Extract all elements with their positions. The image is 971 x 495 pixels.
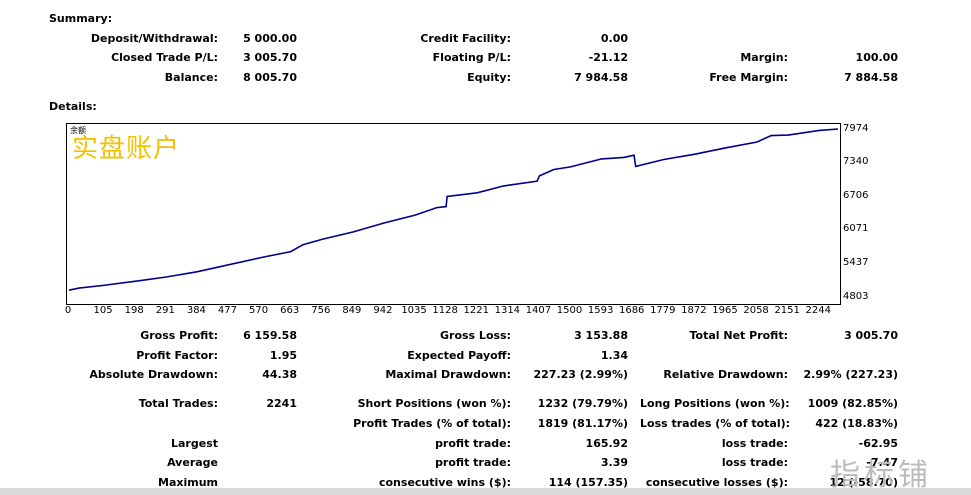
short-positions-value: 1232 (79.79%) [537, 397, 628, 410]
x-tick-label: 1221 [463, 305, 489, 316]
free-margin-value: 7 884.58 [844, 71, 898, 84]
largest-label: Largest [171, 437, 218, 450]
floating-label: Floating P/L: [432, 51, 511, 64]
bottom-scrollbar[interactable] [0, 488, 971, 495]
x-tick-label: 2244 [805, 305, 831, 316]
x-tick-label: 1593 [587, 305, 614, 316]
total-net-label: Total Net Profit: [689, 329, 789, 342]
long-positions-value: 1009 (82.85%) [807, 397, 898, 410]
relative-drawdown-value: 2.99% (227.23) [803, 368, 899, 381]
details-header: Details: [49, 100, 97, 113]
closed-trade-value: 3 005.70 [243, 51, 297, 64]
equity-label: Equity: [467, 71, 511, 84]
average-profit-label: profit trade: [435, 456, 511, 469]
deposit-value: 5 000.00 [243, 32, 297, 45]
x-tick-label: 1314 [494, 305, 521, 316]
balance-line [68, 128, 839, 291]
deposit-label: Deposit/Withdrawal: [90, 32, 218, 45]
average-label: Average [167, 456, 218, 469]
y-tick-label: 6071 [843, 223, 869, 235]
x-tick-label: 1779 [650, 305, 676, 316]
largest-profit-label: profit trade: [435, 437, 511, 450]
x-tick-label: 570 [249, 305, 269, 316]
profit-factor-label: Profit Factor: [136, 349, 218, 362]
balance-chart [66, 123, 841, 305]
x-tick-label: 849 [342, 305, 362, 316]
x-tick-label: 1686 [618, 305, 645, 316]
gross-loss-label: Gross Loss: [440, 329, 511, 342]
chart-overlay-title: 实盘账户 [72, 134, 181, 164]
expected-payoff-value: 1.34 [600, 349, 628, 362]
balance-chart-svg [68, 128, 839, 291]
max-consecutive-wins-value: 114 (157.35) [548, 476, 628, 489]
absolute-drawdown-label: Absolute Drawdown: [89, 368, 218, 381]
max-consecutive-losses-value: 12 (-58.70) [829, 476, 898, 489]
loss-trades-value: 422 (18.83%) [815, 417, 898, 430]
largest-profit-value: 165.92 [585, 437, 628, 450]
expected-payoff-label: Expected Payoff: [407, 349, 511, 362]
x-tick-label: 384 [186, 305, 206, 316]
x-tick-label: 1965 [712, 305, 738, 316]
long-positions-label: Long Positions (won %): [640, 397, 790, 410]
x-tick-label: 663 [280, 305, 300, 316]
chart-series-label: 余额 [70, 126, 86, 135]
closed-trade-label: Closed Trade P/L: [111, 51, 218, 64]
x-tick-label: 756 [311, 305, 331, 316]
x-tick-label: 942 [373, 305, 393, 316]
y-tick-label: 4803 [843, 290, 869, 302]
profit-factor-value: 1.95 [269, 349, 297, 362]
x-tick-label: 291 [155, 305, 175, 316]
x-tick-label: 1500 [556, 305, 583, 316]
x-tick-label: 198 [124, 305, 144, 316]
profit-trades-label: Profit Trades (% of total): [353, 417, 511, 430]
average-loss-label: loss trade: [721, 456, 788, 469]
x-tick-label: 2058 [743, 305, 769, 316]
summary-header: Summary: [49, 12, 113, 25]
largest-loss-label: loss trade: [721, 437, 788, 450]
gross-profit-label: Gross Profit: [140, 329, 218, 342]
maximal-drawdown-label: Maximal Drawdown: [385, 368, 511, 381]
y-tick-label: 6706 [843, 189, 869, 201]
y-tick-label: 7340 [843, 156, 869, 168]
margin-value: 100.00 [855, 51, 898, 64]
x-tick-label: 1128 [432, 305, 458, 316]
credit-value: 0.00 [600, 32, 628, 45]
short-positions-label: Short Positions (won %): [357, 397, 511, 410]
maximal-drawdown-value: 227.23 (2.99%) [533, 368, 629, 381]
x-tick-label: 1872 [681, 305, 707, 316]
credit-label: Credit Facility: [420, 32, 511, 45]
relative-drawdown-label: Relative Drawdown: [663, 368, 788, 381]
maximum-label: Maximum [158, 476, 218, 489]
x-tick-label: 105 [93, 305, 113, 316]
loss-trades-label: Loss trades (% of total): [640, 417, 791, 430]
x-tick-label: 1407 [525, 305, 552, 316]
x-tick-label: 2151 [774, 305, 800, 316]
y-tick-label: 7974 [843, 122, 869, 134]
largest-loss-value: -62.95 [858, 437, 898, 450]
absolute-drawdown-value: 44.38 [262, 368, 297, 381]
balance-label: Balance: [164, 71, 218, 84]
equity-value: 7 984.58 [574, 71, 628, 84]
total-trades-value: 2241 [266, 397, 297, 410]
margin-label: Margin: [740, 51, 788, 64]
average-profit-value: 3.39 [600, 456, 628, 469]
y-tick-label: 5437 [843, 256, 869, 268]
x-tick-label: 0 [64, 305, 72, 316]
max-consecutive-losses-label: consecutive losses ($): [645, 476, 788, 489]
gross-profit-value: 6 159.58 [243, 329, 297, 342]
gross-loss-value: 3 153.88 [574, 329, 628, 342]
profit-trades-value: 1819 (81.17%) [537, 417, 628, 430]
watermark-logo: 指标铺 [830, 458, 932, 493]
average-loss-value: -7.47 [866, 456, 898, 469]
floating-value: -21.12 [588, 51, 628, 64]
total-net-value: 3 005.70 [844, 329, 898, 342]
free-margin-label: Free Margin: [709, 71, 788, 84]
total-trades-label: Total Trades: [138, 397, 218, 410]
balance-value: 8 005.70 [243, 71, 297, 84]
x-tick-label: 1035 [401, 305, 427, 316]
x-tick-label: 477 [217, 305, 238, 316]
max-consecutive-wins-label: consecutive wins ($): [378, 476, 511, 489]
